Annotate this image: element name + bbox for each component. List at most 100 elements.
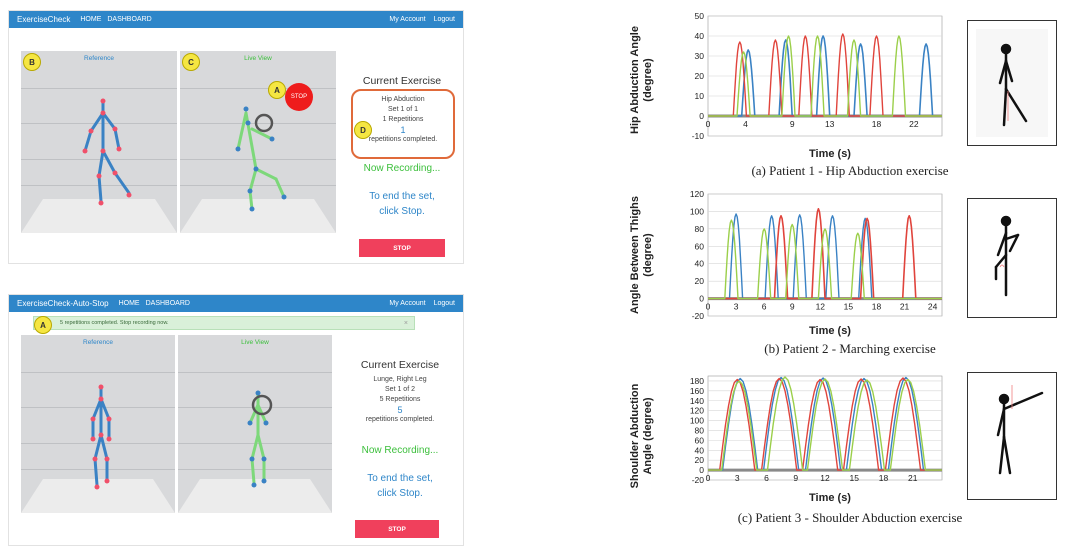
nav-dashboard-link[interactable]: DASHBOARD: [107, 16, 152, 23]
series-line-2: [708, 219, 942, 300]
badge-d: D: [354, 121, 372, 139]
end-line-1: To end the set,: [367, 473, 433, 484]
y-tick-label: 0: [699, 111, 704, 121]
exercise-name: Lunge, Right Leg: [373, 376, 427, 383]
end-line-2: click Stop.: [379, 206, 425, 217]
reps-text: 1 Repetitions: [382, 116, 424, 123]
live-view-title: Live View: [241, 339, 269, 346]
series-line-2: [708, 376, 942, 471]
y-tick-label: 40: [695, 259, 705, 269]
series-line-0: [708, 35, 942, 117]
exercise-info: Current Exercise Lunge, Right Leg Set 1 …: [347, 359, 453, 425]
top-app-window: ExerciseCheck HOME DASHBOARD My Account …: [8, 10, 464, 264]
chart-b-caption: (b) Patient 2 - Marching exercise: [764, 341, 936, 356]
my-account-link[interactable]: My Account: [389, 300, 426, 307]
badge-b: B: [23, 53, 41, 71]
y-tick-label: 60: [695, 241, 705, 251]
x-tick-label: 6: [764, 473, 769, 483]
stop-circle-button[interactable]: STOP: [285, 83, 313, 111]
y-tick-label: 40: [695, 31, 705, 41]
chart-c-caption: (c) Patient 3 - Shoulder Abduction exerc…: [737, 510, 963, 525]
bottom-navbar: ExerciseCheck-Auto-Stop HOME DASHBOARD M…: [9, 295, 463, 312]
y-tick-label: 30: [695, 51, 705, 61]
y-tick-label: 100: [690, 416, 704, 426]
x-tick-label: 22: [909, 119, 919, 129]
live-view-title: Live View: [244, 55, 272, 62]
y-tick-label: 160: [690, 386, 704, 396]
figure-marching: [967, 198, 1057, 318]
badge-a: A: [268, 81, 286, 99]
chart-b-ylabel: Angle Between Thighs (degree): [629, 196, 654, 314]
completed-text: repetitions completed.: [365, 416, 435, 423]
y-tick-label: 80: [695, 224, 705, 234]
chart-a-xlabel: Time (s): [809, 148, 851, 160]
y-tick-label: 100: [690, 206, 704, 216]
live-view-panel: Live View: [180, 51, 336, 233]
x-tick-label: 12: [816, 302, 826, 312]
y-tick-label: 0: [699, 294, 704, 304]
live-view-panel: Live View: [178, 335, 332, 513]
x-tick-label: 18: [872, 119, 882, 129]
nav-home-link[interactable]: HOME: [80, 16, 102, 23]
reference-panel: Reference: [21, 335, 175, 513]
badge-c: C: [182, 53, 200, 71]
logout-link[interactable]: Logout: [433, 16, 455, 23]
reps-text: 5 Repetitions: [379, 396, 421, 403]
series-line-1: [708, 377, 942, 471]
x-tick-label: 13: [825, 119, 835, 129]
exercise-details-box: Hip Abduction Set 1 of 1 1 Repetitions 1…: [351, 89, 455, 159]
y-tick-label: 120: [690, 406, 704, 416]
current-exercise-heading: Current Exercise: [360, 359, 440, 371]
y-tick-label: 120: [690, 189, 704, 199]
x-tick-label: 3: [734, 302, 739, 312]
y-tick-label: 40: [695, 445, 705, 455]
hand-cursor-ring: [254, 113, 274, 133]
y-tick-label: 20: [695, 71, 705, 81]
top-navbar: ExerciseCheck HOME DASHBOARD My Account …: [9, 11, 463, 28]
stop-button[interactable]: STOP: [359, 239, 445, 257]
recording-status: Now Recording...: [363, 163, 441, 174]
y-tick-label: -20: [692, 475, 705, 485]
series-line-2: [708, 35, 942, 117]
x-tick-label: 18: [879, 473, 889, 483]
live-skeleton: [247, 390, 273, 488]
rep-count: 1: [400, 125, 406, 135]
x-tick-label: 0: [706, 302, 711, 312]
x-tick-label: 24: [928, 302, 938, 312]
bottom-app-window: ExerciseCheck-Auto-Stop HOME DASHBOARD M…: [8, 294, 464, 546]
y-tick-label: 140: [690, 396, 704, 406]
end-set-instruction: To end the set, click Stop.: [349, 189, 455, 219]
stop-button[interactable]: STOP: [355, 520, 439, 538]
y-tick-label: 180: [690, 376, 704, 386]
stick-figure-marching: [994, 215, 1020, 297]
y-tick-label: 80: [695, 425, 705, 435]
nav-home-link[interactable]: HOME: [118, 300, 140, 307]
set-text: Set 1 of 1: [388, 106, 418, 113]
series-line-1: [708, 33, 942, 117]
brand-link[interactable]: ExerciseCheck: [17, 15, 71, 24]
x-tick-label: 12: [820, 473, 830, 483]
y-tick-label: 0: [699, 465, 704, 475]
completed-text: repetitions completed.: [368, 136, 438, 143]
hand-cursor-ring: [251, 394, 273, 416]
y-tick-label: -10: [692, 131, 705, 141]
end-line-1: To end the set,: [369, 191, 435, 202]
alert-close-button[interactable]: ×: [403, 319, 408, 327]
end-set-instruction: To end the set, click Stop.: [347, 471, 453, 501]
set-text: Set 1 of 2: [385, 386, 415, 393]
figure-shoulder-abduction: [967, 372, 1057, 500]
chart-a-caption: (a) Patient 1 - Hip Abduction exercise: [751, 163, 949, 178]
brand-link[interactable]: ExerciseCheck-Auto-Stop: [17, 299, 109, 308]
exercise-info: Current Exercise: [349, 75, 455, 87]
my-account-link[interactable]: My Account: [389, 16, 426, 23]
logout-link[interactable]: Logout: [433, 300, 455, 307]
y-tick-label: 10: [695, 91, 705, 101]
chart-b-xlabel: Time (s): [809, 325, 851, 337]
reference-skeleton: [82, 98, 132, 206]
x-tick-label: 18: [872, 302, 882, 312]
y-tick-label: 60: [695, 435, 705, 445]
nav-dashboard-link[interactable]: DASHBOARD: [145, 300, 190, 307]
x-tick-label: 9: [790, 302, 795, 312]
